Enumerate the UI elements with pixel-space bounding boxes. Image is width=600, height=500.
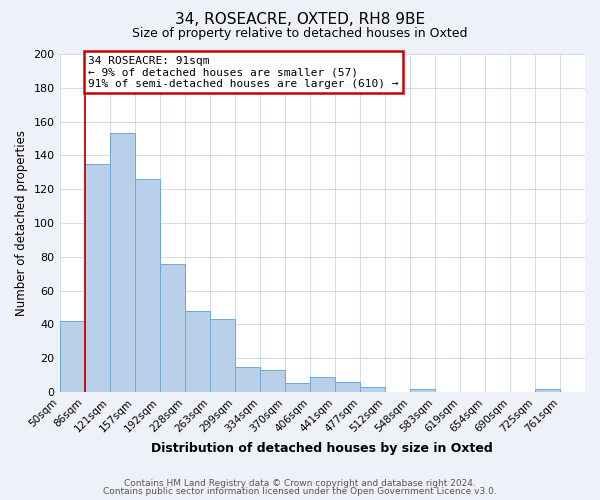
Bar <box>235 366 260 392</box>
Bar <box>59 321 85 392</box>
Text: Contains HM Land Registry data © Crown copyright and database right 2024.: Contains HM Land Registry data © Crown c… <box>124 478 476 488</box>
Bar <box>85 164 110 392</box>
Text: Contains public sector information licensed under the Open Government Licence v3: Contains public sector information licen… <box>103 487 497 496</box>
Bar <box>335 382 360 392</box>
Bar <box>360 387 385 392</box>
X-axis label: Distribution of detached houses by size in Oxted: Distribution of detached houses by size … <box>151 442 493 455</box>
Text: 34, ROSEACRE, OXTED, RH8 9BE: 34, ROSEACRE, OXTED, RH8 9BE <box>175 12 425 28</box>
Bar <box>185 311 209 392</box>
Bar <box>160 264 185 392</box>
Bar <box>410 388 435 392</box>
Bar <box>209 320 235 392</box>
Text: Size of property relative to detached houses in Oxted: Size of property relative to detached ho… <box>132 28 468 40</box>
Y-axis label: Number of detached properties: Number of detached properties <box>15 130 28 316</box>
Bar <box>110 134 134 392</box>
Text: 34 ROSEACRE: 91sqm
← 9% of detached houses are smaller (57)
91% of semi-detached: 34 ROSEACRE: 91sqm ← 9% of detached hous… <box>88 56 399 89</box>
Bar <box>134 179 160 392</box>
Bar <box>535 388 560 392</box>
Bar <box>260 370 285 392</box>
Bar <box>310 376 335 392</box>
Bar <box>285 384 310 392</box>
